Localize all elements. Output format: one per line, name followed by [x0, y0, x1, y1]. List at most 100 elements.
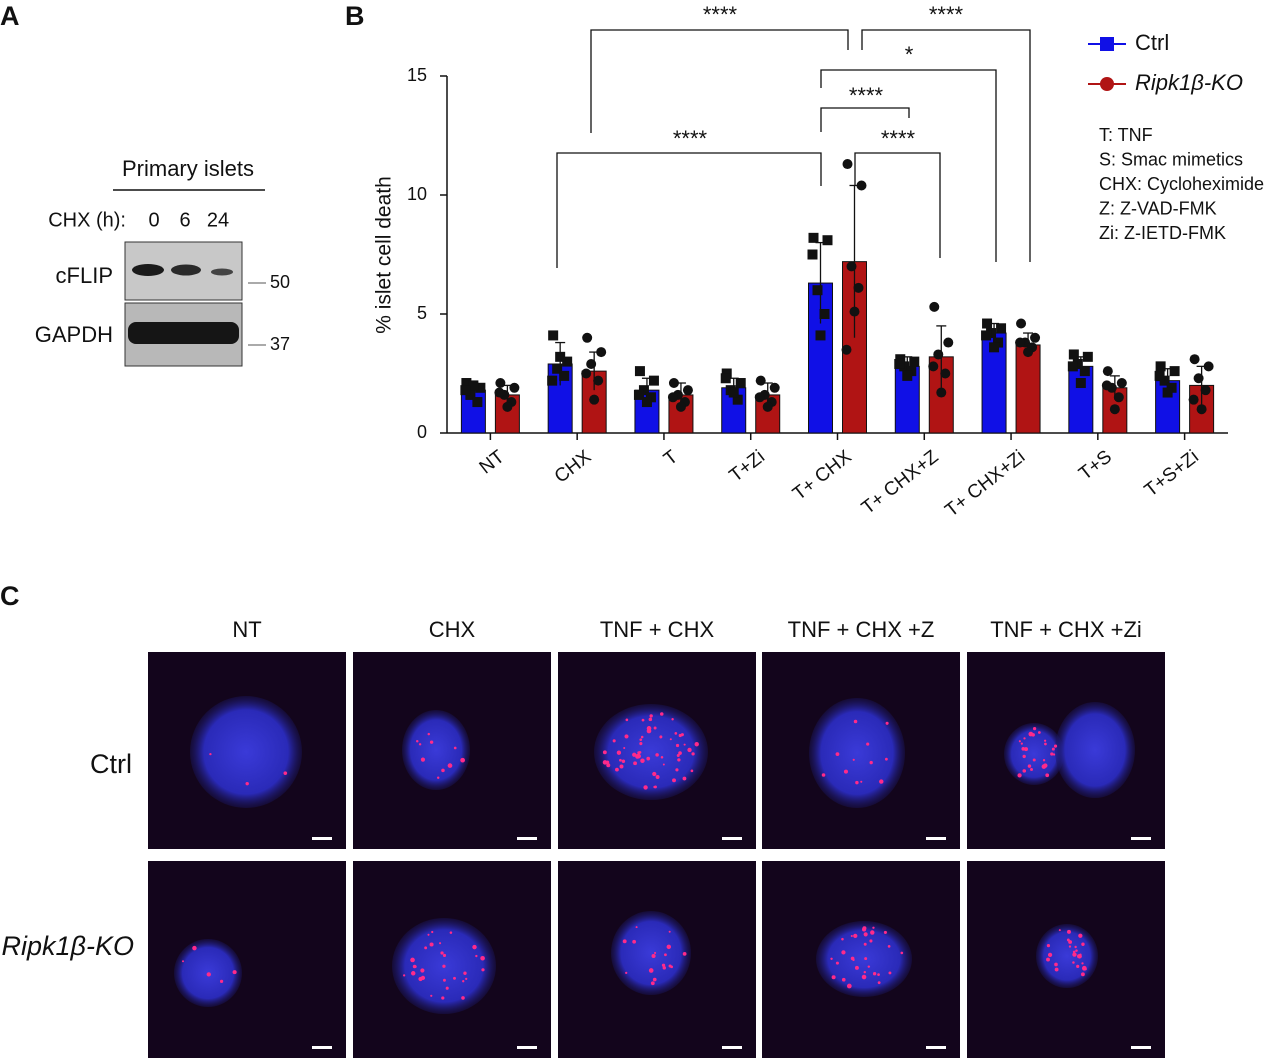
- significance-label: ****: [929, 2, 964, 27]
- red-puncta: [615, 767, 619, 772]
- data-point: [762, 401, 773, 412]
- red-puncta: [1076, 964, 1080, 968]
- y-tick-label: 10: [407, 184, 427, 204]
- scale-bar: [1131, 1046, 1151, 1049]
- red-puncta: [283, 771, 288, 775]
- red-puncta: [1018, 740, 1021, 743]
- column-label: TNF + CHX: [600, 617, 715, 642]
- red-puncta: [472, 944, 477, 950]
- marker-label: 50: [270, 272, 290, 292]
- red-puncta: [480, 955, 485, 961]
- red-puncta: [869, 939, 873, 943]
- red-puncta: [463, 971, 467, 975]
- red-puncta: [1084, 967, 1087, 971]
- data-point: [735, 378, 746, 389]
- band: [211, 268, 233, 276]
- x-tick-label: NT: [476, 446, 509, 478]
- red-puncta: [666, 944, 672, 950]
- red-puncta: [420, 757, 426, 762]
- panel-label: C: [0, 581, 20, 611]
- data-point: [559, 370, 570, 381]
- red-puncta: [852, 958, 855, 962]
- micrograph: [967, 861, 1165, 1058]
- red-puncta: [861, 974, 867, 980]
- scale-bar: [926, 1046, 946, 1049]
- red-puncta: [1066, 938, 1070, 942]
- red-puncta: [669, 738, 672, 741]
- micrograph: [762, 652, 960, 849]
- red-puncta: [1037, 731, 1041, 734]
- red-puncta: [655, 775, 660, 779]
- red-puncta: [1046, 944, 1051, 948]
- data-point: [1203, 361, 1214, 372]
- micrograph: [353, 861, 551, 1058]
- micrograph: [558, 652, 756, 849]
- red-puncta: [872, 972, 877, 976]
- significance-label: ****: [673, 126, 708, 151]
- data-point: [1030, 332, 1041, 343]
- data-point: [1193, 373, 1204, 384]
- red-puncta: [877, 973, 880, 976]
- data-point: [755, 375, 766, 386]
- red-puncta: [650, 981, 655, 986]
- red-puncta: [843, 769, 848, 774]
- red-puncta: [682, 951, 687, 956]
- x-tick-label: T+S+Zi: [1141, 446, 1203, 501]
- red-puncta: [635, 926, 638, 929]
- red-puncta: [430, 994, 433, 997]
- data-point: [856, 180, 867, 191]
- data-point: [902, 370, 913, 381]
- red-puncta: [867, 965, 871, 968]
- red-puncta: [1052, 753, 1056, 756]
- data-point: [943, 337, 954, 348]
- red-puncta: [877, 981, 881, 985]
- red-puncta: [680, 733, 684, 737]
- red-puncta: [669, 965, 673, 968]
- red-puncta: [602, 750, 607, 755]
- red-puncta: [640, 758, 645, 763]
- red-puncta: [1024, 747, 1029, 752]
- data-point: [769, 382, 780, 393]
- data-point: [582, 332, 593, 343]
- significance-bracket: [854, 152, 941, 258]
- data-point: [732, 394, 743, 405]
- blot-title: Primary islets: [122, 156, 254, 181]
- red-puncta: [623, 747, 626, 750]
- scale-bar: [312, 1046, 332, 1049]
- note: S: Smac mimetics: [1099, 149, 1243, 169]
- red-puncta: [852, 758, 855, 761]
- data-point: [1155, 361, 1166, 372]
- red-puncta: [646, 756, 651, 761]
- legend-label: Ctrl: [1135, 30, 1169, 55]
- red-puncta: [854, 965, 859, 970]
- band: [132, 264, 164, 276]
- red-puncta: [625, 718, 629, 722]
- panel-label: B: [345, 1, 365, 31]
- scale-bar: [1131, 837, 1151, 840]
- red-puncta: [887, 945, 891, 948]
- red-puncta: [1075, 949, 1078, 952]
- red-puncta: [676, 754, 680, 758]
- red-puncta: [689, 748, 692, 752]
- data-point: [472, 397, 483, 408]
- data-point: [668, 378, 679, 389]
- data-point: [1023, 347, 1034, 358]
- nucleus: [1036, 924, 1098, 988]
- x-tick-label: CHX: [551, 446, 596, 487]
- red-puncta: [879, 779, 884, 784]
- data-point: [1188, 394, 1199, 405]
- red-puncta: [462, 980, 465, 983]
- red-puncta: [821, 773, 826, 777]
- significance-label: *: [905, 42, 914, 67]
- red-puncta: [869, 760, 873, 765]
- scale-bar: [312, 837, 332, 840]
- red-puncta: [864, 957, 868, 961]
- scale-bar: [926, 837, 946, 840]
- red-puncta: [209, 752, 212, 756]
- red-puncta: [441, 996, 445, 1000]
- red-puncta: [612, 739, 616, 743]
- data-point: [936, 387, 947, 398]
- data-point: [468, 380, 479, 391]
- red-puncta: [675, 768, 679, 772]
- red-puncta: [1030, 767, 1033, 771]
